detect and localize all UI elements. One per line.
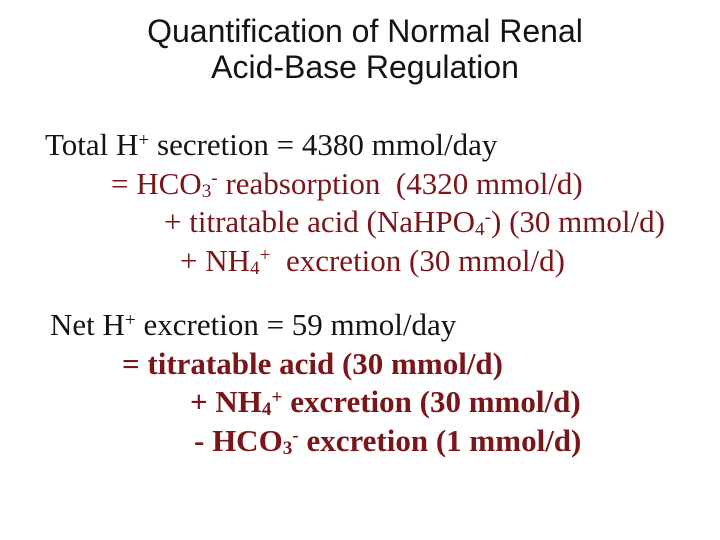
body-line: = titratable acid (30 mmol/d) [122, 345, 503, 381]
superscript: - [292, 425, 299, 447]
subscript: 4 [261, 399, 272, 421]
body-line: - HCO3- excretion (1 mmol/d) [194, 422, 582, 459]
body-line: = HCO3- reabsorption (4320 mmol/d) [111, 165, 583, 202]
body-line: + NH4+ excretion (30 mmol/d) [190, 384, 581, 421]
slide-title-line-1: Quantification of Normal Renal [147, 13, 583, 49]
text-block: Total H+ secretion = 4380 mmol/day = HCO3… [0, 126, 720, 280]
text-block: Net H+ excretion = 59 mmol/day = titratab… [0, 306, 720, 460]
superscript: - [484, 206, 492, 228]
slide-title: Quantification of Normal Renal Acid-Base… [10, 13, 720, 85]
body-line: + NH4+ excretion (30 mmol/d) [180, 242, 565, 279]
body-blocks: Total H+ secretion = 4380 mmol/day = HCO3… [0, 126, 720, 460]
subscript: 3 [201, 180, 212, 202]
slide-title-line-2: Acid-Base Regulation [211, 49, 519, 85]
body-line: + titratable acid (NaHPO4-) (30 mmol/d) [164, 204, 665, 241]
superscript: + [271, 386, 283, 408]
subscript: 3 [282, 437, 293, 459]
superscript: + [259, 245, 271, 267]
superscript: - [211, 168, 218, 190]
subscript: 4 [475, 219, 485, 241]
body-line: Total H+ secretion = 4380 mmol/day [45, 127, 498, 162]
body-line: Net H+ excretion = 59 mmol/day [50, 307, 457, 342]
superscript: + [124, 309, 136, 331]
superscript: + [138, 129, 150, 151]
subscript: 4 [250, 257, 260, 279]
